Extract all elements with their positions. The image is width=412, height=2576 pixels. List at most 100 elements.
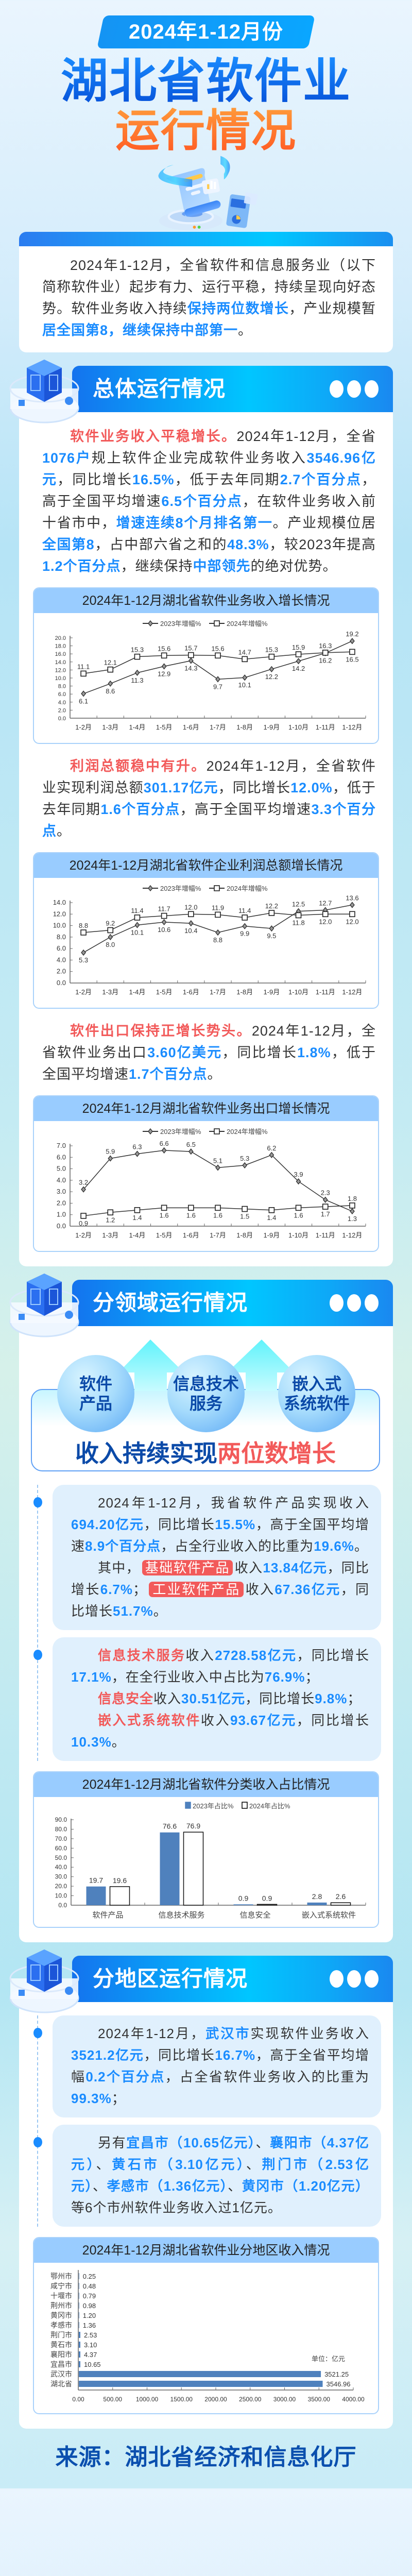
text: ，同比增长 <box>144 1517 215 1532</box>
x-tick-label: 软件产品 <box>92 1911 123 1920</box>
x-tick-label: 1-10月 <box>288 1231 308 1239</box>
y-tick-label: 12.0 <box>55 667 66 673</box>
server-cube-icon <box>8 1946 80 2019</box>
text: 2024年1-12月，全省软件业务出口 <box>42 1023 376 1060</box>
bar <box>330 1902 351 1906</box>
export-text: 软件出口保持正增长势头。2024年1-12月，全省软件业务出口3.60亿美元，同… <box>42 1020 376 1085</box>
highlight-text: 嵌入式系统软件 <box>98 1713 201 1728</box>
x-tick-label: 1-9月 <box>263 1231 280 1239</box>
data-label: 1.4 <box>267 1214 276 1222</box>
x-tick-label: 1-4月 <box>129 988 146 996</box>
legend-swatch <box>185 1802 191 1809</box>
section-title: 分领域运行情况 <box>93 1291 248 1315</box>
data-label: 6.3 <box>132 1143 142 1151</box>
text: ； <box>111 2091 126 2106</box>
text: ，同比增长 <box>218 780 291 795</box>
text: ，低于全国平均增速 <box>42 1045 376 1082</box>
data-point <box>134 922 140 928</box>
data-point <box>269 1151 274 1158</box>
data-label: 3546.96 <box>327 2380 351 2388</box>
data-point <box>161 1205 167 1211</box>
text: ，同比增长 <box>71 1560 369 1597</box>
data-label: 5.1 <box>213 1157 222 1164</box>
data-point <box>242 674 248 681</box>
data-point <box>242 1206 248 1212</box>
data-point <box>215 652 221 659</box>
period-badge: 2024年1-12月份 <box>128 21 284 43</box>
highlight-text: 67.36亿元 <box>274 1582 341 1597</box>
domain-card: 软件 产品 信息技术 服务 嵌入式 系统软件 收入持续实现两位数增长 2024年1-1… <box>19 1326 393 1942</box>
data-label: 16.2 <box>319 657 332 665</box>
wuhan-text: 2024年1-12月，武汉市实现软件业务收入 3521.2亿元，同比增长16.7%… <box>71 2023 369 2109</box>
highlight-text: 10.3% <box>71 1734 112 1750</box>
x-tick-label: 500.00 <box>103 2396 122 2403</box>
data-point <box>349 1202 355 1209</box>
highlight-text: 武汉市 <box>205 2026 251 2041</box>
text: ，低于去年同期 <box>42 780 376 817</box>
data-point <box>296 658 301 665</box>
data-label: 2.53 <box>84 2331 97 2339</box>
x-tick-label: 1-2月 <box>75 988 92 996</box>
data-label: 11.1 <box>77 663 90 670</box>
data-point <box>108 680 113 687</box>
text: 2024年1-12月， <box>98 2026 206 2041</box>
highlight-text: 增速连续8个月排名第一 <box>116 515 273 531</box>
y-tick-label: 16.0 <box>55 651 66 657</box>
data-label: 3.10 <box>84 2341 97 2349</box>
x-tick-label: 1-2月 <box>75 1231 92 1239</box>
category-tag: 工业软件产品 <box>149 1582 244 1597</box>
text: 实现软件业务收入 <box>250 2026 369 2041</box>
highlight-text: 48.3% <box>227 537 269 552</box>
paragraph: 信息技术服务收入2728.58亿元，同比增长 17.1%，在全行业收入中占比为76… <box>71 1645 369 1688</box>
x-tick-label: 1-3月 <box>102 1231 118 1239</box>
x-tick-label: 1-5月 <box>156 723 173 731</box>
text: ，在软件业务收入前十省市中， <box>42 494 376 531</box>
data-point <box>188 1205 194 1211</box>
bubble-label: 产品 <box>79 1394 112 1413</box>
data-point <box>134 1150 140 1157</box>
data-label: 8.8 <box>79 922 88 929</box>
highlight-text: 1.7个百分点 <box>129 1066 208 1082</box>
highlight-text: 信息技术服务 <box>98 1648 186 1663</box>
y-tick-label: 鄂州市 <box>50 2272 72 2280</box>
data-label: 11.9 <box>212 904 224 911</box>
data-label: 9.2 <box>106 919 115 927</box>
text: ； <box>347 1691 362 1706</box>
data-label: 0.98 <box>83 2302 96 2310</box>
x-tick-label: 1-3月 <box>102 988 118 996</box>
period-badge-wrap: 2024年1-12月份 <box>97 15 315 48</box>
y-tick-label: 2.0 <box>57 968 66 975</box>
chart-domain-share: 0.0 10.0 20.0 30.0 40.0 50.0 60.0 70.0 80.0 90.0 软… <box>33 1771 379 1928</box>
highlight-text: 3521.2亿元 <box>71 2047 144 2063</box>
text: 。 <box>354 1538 368 1554</box>
text: 2024年1-12月，全省 <box>236 429 376 444</box>
data-label: 15.7 <box>184 645 197 652</box>
y-tick-label: 30.0 <box>55 1873 67 1880</box>
it-services-card: 信息技术服务收入2728.58亿元，同比增长17.1%，在全行业收入中占比为76… <box>33 1637 381 1761</box>
x-tick-label: 1-7月 <box>210 988 226 996</box>
section-header-region: 分地区运行情况 <box>9 1950 393 2013</box>
data-point <box>161 652 167 659</box>
y-tick-label: 5.0 <box>57 1165 66 1173</box>
highlight-text: 襄阳市（4.37亿元） <box>71 2135 369 2172</box>
text: ，高于全国平均增速 <box>180 802 312 817</box>
y-tick-label: 孝感市 <box>50 2321 72 2329</box>
data-point <box>134 653 141 660</box>
bar <box>183 1832 204 1906</box>
region-hbar-chart: 0.00 500.00 1000.00 1500.00 2000.00 2500.00 30… <box>50 2270 365 2403</box>
data-label: 13.6 <box>346 894 358 902</box>
data-point <box>242 1162 248 1169</box>
paragraph: 其中， 基础软件产品 收入13.84亿元，同比增长6.7%； 工业软件产品 收入67.3… <box>71 1557 369 1622</box>
data-label: 1.8 <box>348 1195 357 1202</box>
data-label: 15.6 <box>211 645 224 652</box>
y-tick-label: 2.0 <box>57 1199 66 1207</box>
highlight-text: 51.7% <box>113 1603 153 1619</box>
data-label: 12.2 <box>265 673 278 681</box>
data-label: 3.2 <box>79 1179 88 1187</box>
x-tick-label: 1-9月 <box>263 723 280 731</box>
x-tick-label: 1-2月 <box>75 723 92 731</box>
paragraph: 2024年1-12月，我省软件产品实现收入694.20亿元，同比增长15.5%，… <box>71 1492 369 1557</box>
text: 、 <box>255 2135 270 2150</box>
data-label: 6.1 <box>79 697 88 705</box>
data-label: 8.8 <box>213 936 222 944</box>
